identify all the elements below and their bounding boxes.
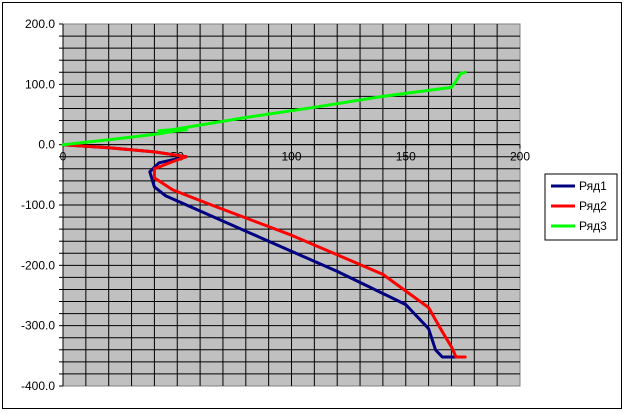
x-tick-label: 0 xyxy=(60,150,67,164)
series-line-2 xyxy=(61,143,467,359)
legend-label-2: Ряд2 xyxy=(579,199,607,213)
y-tick-label: -400.0 xyxy=(21,379,55,393)
y-tick-label: 0.0 xyxy=(38,138,55,152)
x-tick-label: 200 xyxy=(510,150,530,164)
x-tick-label: 100 xyxy=(281,150,301,164)
x-tick-label: 150 xyxy=(396,150,416,164)
legend-label-1: Ряд1 xyxy=(579,179,607,193)
y-tick-label: 200.0 xyxy=(25,17,55,31)
y-tick-label: -200.0 xyxy=(21,258,55,272)
series-line-3 xyxy=(61,70,467,147)
y-tick-label: 100.0 xyxy=(25,77,55,91)
legend-label-3: Ряд3 xyxy=(579,219,607,233)
y-tick-label: -300.0 xyxy=(21,319,55,333)
y-tick-label: -100.0 xyxy=(21,198,55,212)
